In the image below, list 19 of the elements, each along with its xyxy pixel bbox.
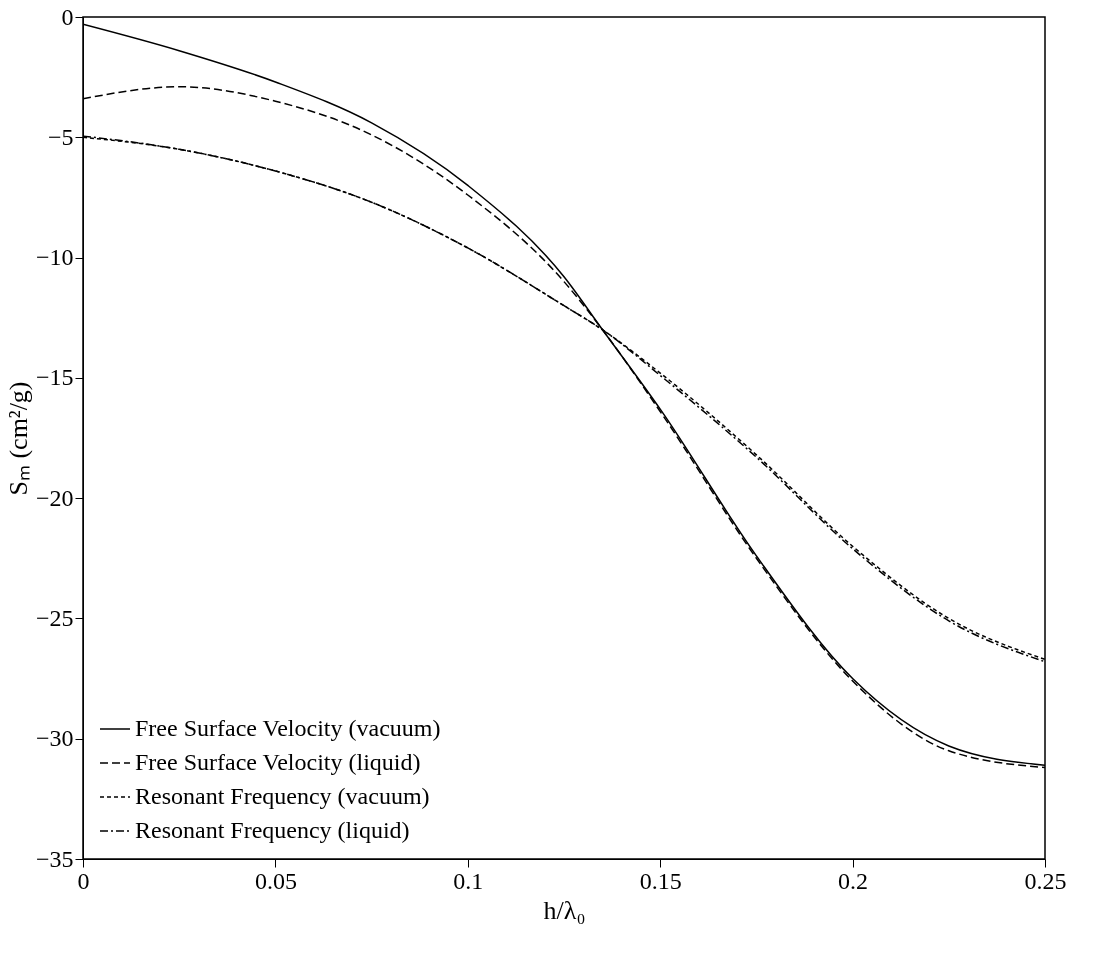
- x-tick-label: 0.1: [453, 867, 484, 894]
- legend-label: Resonant Frequency (vacuum): [135, 783, 430, 809]
- x-tick-label: 0.25: [1024, 867, 1067, 894]
- y-tick-label: −25: [35, 604, 74, 631]
- y-tick-label: −5: [47, 123, 74, 150]
- legend-label: Free Surface Velocity (vacuum): [135, 715, 441, 741]
- y-axis-title: Sₘ (cm²/g): [3, 381, 33, 496]
- y-tick-label: 0: [61, 3, 74, 30]
- legend-label: Resonant Frequency (liquid): [135, 817, 410, 843]
- x-tick-label: 0.2: [838, 867, 869, 894]
- y-tick-label: −30: [35, 725, 74, 752]
- y-tick-label: −35: [35, 845, 74, 872]
- legend-label: Free Surface Velocity (liquid): [135, 749, 421, 775]
- y-tick-label: −15: [35, 364, 74, 391]
- x-axis-title: h/λ₀: [543, 895, 586, 925]
- y-tick-label: −10: [35, 244, 74, 271]
- x-tick-label: 0.15: [639, 867, 682, 894]
- y-tick-label: −20: [35, 484, 74, 511]
- x-tick-label: 0.05: [254, 867, 297, 894]
